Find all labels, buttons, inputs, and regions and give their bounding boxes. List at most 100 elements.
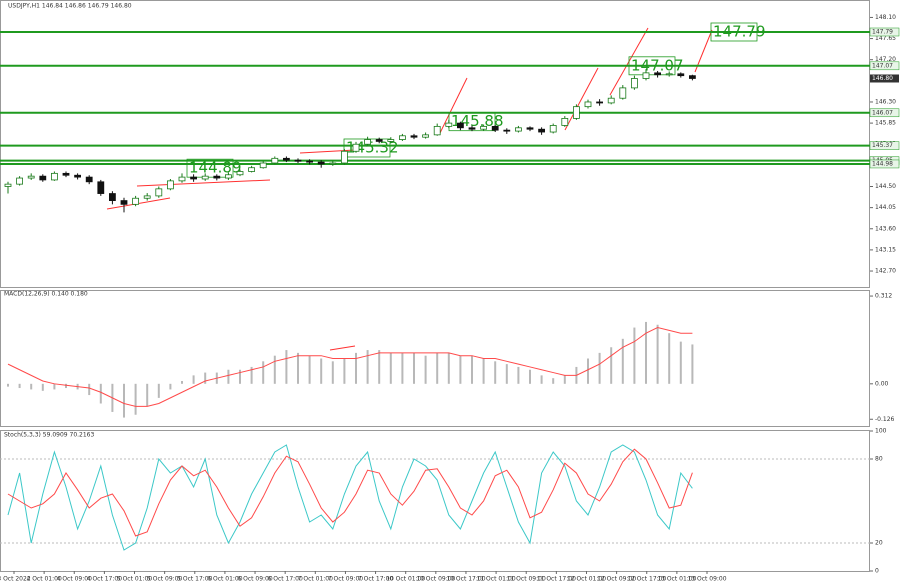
annotation: 145.32 <box>346 138 399 156</box>
candle-body <box>387 139 395 142</box>
candle-body <box>259 162 267 169</box>
macd-bar <box>297 352 299 384</box>
last-price-label: 146.80 <box>872 75 893 82</box>
price-panel <box>0 0 870 288</box>
y-tick-label: 0.312 <box>875 293 892 300</box>
trend-line <box>136 179 271 187</box>
macd-bar <box>262 361 265 384</box>
x-tick-label: 6 Oct 09:00 <box>237 576 272 583</box>
y-tick-label: 145.85 <box>875 120 896 127</box>
y-tick-label: 142.70 <box>875 268 896 275</box>
candle-body <box>282 157 290 161</box>
macd-bar <box>331 361 334 384</box>
macd-bar <box>529 369 531 384</box>
x-tick-label: 6 Oct 17:00 <box>268 576 303 583</box>
macd-bar <box>18 383 21 389</box>
macd-bar <box>413 352 415 384</box>
macd-bar <box>517 366 520 384</box>
macd-bar <box>343 358 346 384</box>
macd-bar <box>471 355 473 384</box>
macd-bar <box>134 383 137 415</box>
macd-bar <box>7 383 9 387</box>
candle-body <box>213 175 221 179</box>
macd-bar <box>447 352 450 384</box>
macd-bar <box>494 361 497 384</box>
annotation: 145.88 <box>451 112 504 130</box>
candle-body <box>97 181 105 194</box>
macd-bar <box>459 355 462 384</box>
last-price-tag <box>870 74 899 83</box>
macd-bar <box>308 355 311 384</box>
y-tick-label: 0 <box>875 568 879 575</box>
candle-body <box>236 171 244 176</box>
candle-body <box>515 127 522 132</box>
level-label: 147.07 <box>872 62 893 69</box>
trend-line <box>564 67 599 131</box>
macd-bar <box>436 352 439 384</box>
candle-body <box>491 125 499 131</box>
candle-body <box>631 78 638 89</box>
x-tick-label: 6 Oct 01:00 <box>207 576 242 583</box>
candle-body <box>109 193 116 201</box>
x-tick-label: 11 Oct 17:00 <box>537 576 576 583</box>
candle-body <box>503 129 511 132</box>
stoch-title: Stoch(5,3,3) 59.0909 70.2163 <box>4 432 95 439</box>
x-tick-label: 7 Oct 01:00 <box>298 576 333 583</box>
level-label: 147.79 <box>872 28 893 35</box>
y-tick-label: -0.126 <box>875 416 895 423</box>
macd-bar <box>552 378 555 384</box>
macd-bar <box>88 383 91 396</box>
macd-bar <box>320 358 323 384</box>
x-tick-label: 12 Oct 01:00 <box>567 576 606 583</box>
y-tick-label: 144.50 <box>875 183 896 190</box>
candle-body <box>607 97 615 104</box>
annotation: 147.07 <box>631 56 684 74</box>
x-tick-label: 5 Oct 17:00 <box>177 576 212 583</box>
trend-line <box>329 345 356 351</box>
macd-bar <box>227 369 230 384</box>
macd-bar <box>65 383 67 389</box>
annotation: 147.79 <box>713 22 766 40</box>
x-tick-label: 11 Oct 01:00 <box>477 576 516 583</box>
stoch-main <box>7 444 693 551</box>
candle-body <box>271 157 279 164</box>
macd-bar <box>378 350 381 384</box>
candle-body <box>456 122 464 129</box>
x-tick-label: 10 Oct 09:00 <box>416 576 455 583</box>
x-tick-label: 11 Oct 09:00 <box>507 576 546 583</box>
candle-body <box>549 125 557 133</box>
y-tick-label: 20 <box>875 540 883 547</box>
candle-body <box>132 197 140 205</box>
candle-body <box>445 122 453 127</box>
x-tick-label: 12 Oct 09:00 <box>597 576 636 583</box>
price-title: USDJPY,H1 146.84 146.86 146.79 146.80 <box>8 3 132 10</box>
candle-body <box>654 72 661 76</box>
annotation: 144.89 <box>189 159 242 177</box>
candle-body <box>364 139 372 145</box>
candle-body <box>596 101 603 104</box>
macd-bar <box>563 375 566 384</box>
x-tick-label: 10 Oct 01:00 <box>386 576 425 583</box>
macd-bar <box>53 383 56 390</box>
candle-body <box>155 188 163 197</box>
candle-body <box>4 183 12 187</box>
x-tick-label: 4 Oct 17:00 <box>87 576 122 583</box>
candle-body <box>27 175 35 179</box>
x-tick-label: 4 Oct 09:00 <box>57 576 92 583</box>
candle-body <box>317 161 325 165</box>
y-tick-label: 80 <box>875 456 883 463</box>
x-tick-label: 13 Oct 01:00 <box>657 576 696 583</box>
candle-body <box>422 134 430 138</box>
annotation-box <box>343 138 391 158</box>
macd-bar <box>146 383 149 407</box>
candle-body <box>329 162 337 165</box>
candle-body <box>433 125 441 136</box>
candle-body <box>143 195 151 199</box>
candle-body <box>340 150 348 164</box>
candle-body <box>573 106 580 119</box>
level-label: 144.98 <box>872 160 893 167</box>
level-label: 145.37 <box>872 142 893 149</box>
macd-bar <box>285 350 288 384</box>
